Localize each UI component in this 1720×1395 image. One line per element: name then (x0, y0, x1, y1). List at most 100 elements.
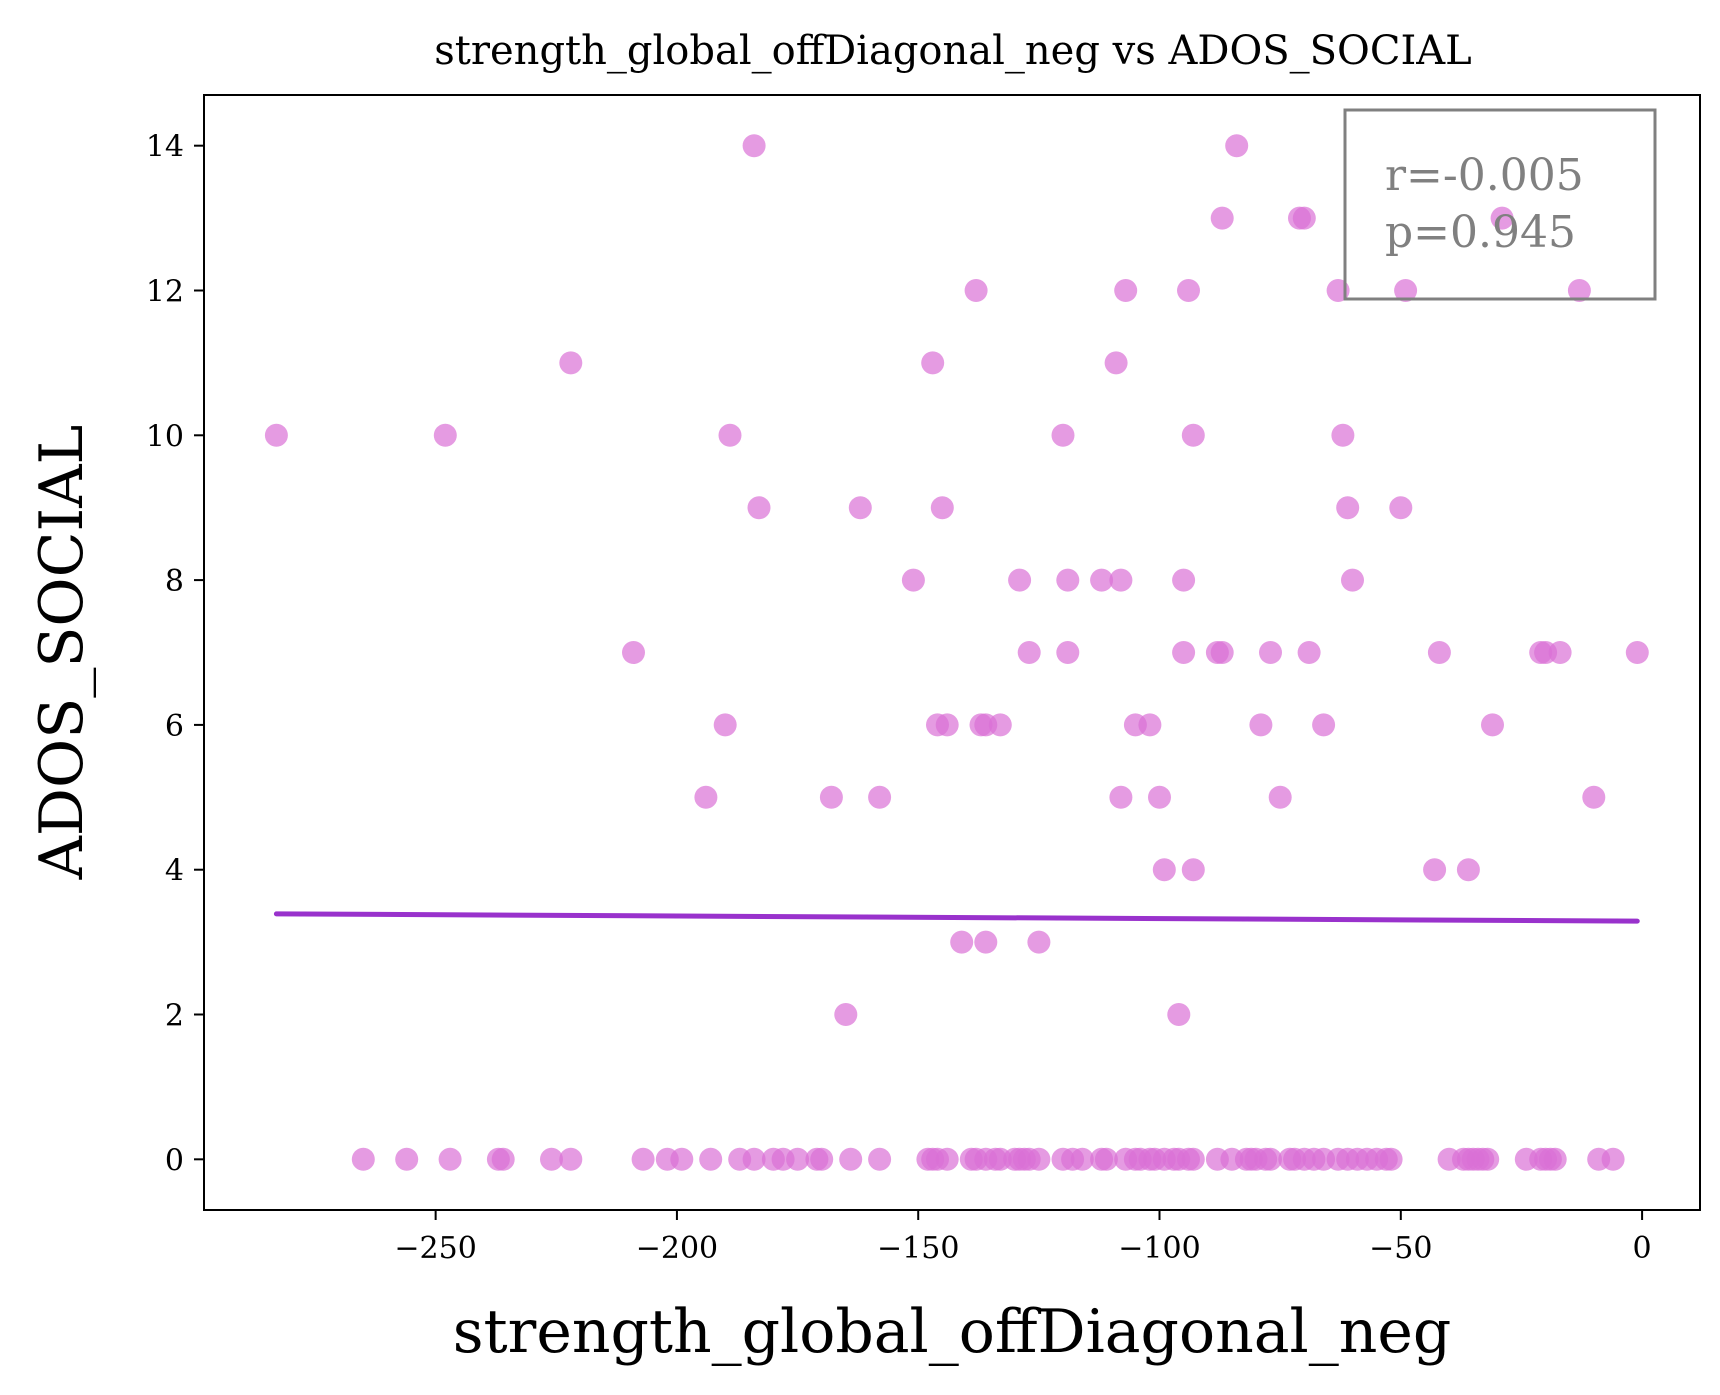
data-point (1210, 641, 1234, 664)
y-tick-label: 2 (165, 999, 184, 1034)
stats-annotation-box (1343, 108, 1657, 301)
x-axis-ticks: −250 −200 −150 −100 −50 0 (394, 1210, 1652, 1266)
data-point (1172, 568, 1196, 592)
data-point (1582, 785, 1606, 809)
data-point (1172, 641, 1196, 664)
data-point (1225, 134, 1249, 158)
y-axis-ticks: 0 2 4 6 8 10 12 14 (146, 130, 204, 1178)
data-point (747, 496, 771, 520)
data-point (540, 1147, 563, 1171)
data-point (1167, 1003, 1191, 1026)
data-point (868, 1147, 892, 1171)
data-point (1070, 1147, 1094, 1171)
y-tick-label: 8 (165, 564, 184, 599)
data-point (670, 1147, 694, 1171)
data-point (1341, 568, 1364, 592)
data-point (1027, 1147, 1051, 1171)
data-point (395, 1147, 419, 1171)
data-point (1423, 858, 1447, 882)
data-point (935, 713, 959, 737)
data-point (1249, 713, 1273, 737)
data-point (491, 1147, 515, 1171)
data-point (1056, 641, 1080, 664)
data-point (438, 1147, 462, 1171)
data-point (1152, 858, 1176, 882)
data-point (1456, 858, 1480, 882)
data-point (921, 351, 945, 375)
data-point (988, 713, 1012, 737)
chart-title: strength_global_offDiagonal_neg vs ADOS_… (434, 28, 1471, 74)
data-point (868, 785, 892, 809)
data-point (713, 713, 737, 737)
data-point (974, 930, 998, 954)
data-point (1056, 568, 1080, 592)
data-point (1476, 1147, 1500, 1171)
data-point (1177, 279, 1200, 302)
data-point (810, 1147, 834, 1171)
x-tick-label: 0 (1633, 1231, 1652, 1266)
data-point (950, 930, 974, 954)
data-point (1138, 713, 1162, 737)
data-point (930, 496, 954, 520)
data-point (839, 1147, 863, 1171)
x-tick-label: −50 (1369, 1231, 1432, 1266)
data-point (1181, 423, 1205, 447)
data-point (1104, 351, 1128, 375)
data-point (1051, 423, 1075, 447)
data-point (964, 279, 988, 302)
y-tick-label: 10 (146, 419, 184, 454)
x-tick-label: −150 (877, 1231, 959, 1266)
data-point (1268, 785, 1292, 809)
data-point (699, 1147, 723, 1171)
y-tick-label: 14 (146, 130, 184, 165)
data-point (1490, 206, 1514, 230)
data-point (718, 423, 742, 447)
data-point (1481, 713, 1504, 737)
data-point (1292, 206, 1316, 230)
data-point (1394, 279, 1418, 302)
data-point (1297, 641, 1321, 664)
correlation-p-text: p=0.945 (1385, 207, 1576, 258)
data-point (1094, 1147, 1118, 1171)
data-point (1181, 858, 1205, 882)
data-point (694, 785, 718, 809)
data-point (1389, 496, 1413, 520)
data-point (631, 1147, 655, 1171)
data-point (901, 568, 925, 592)
data-point (1027, 930, 1051, 954)
data-point (834, 1003, 858, 1026)
data-point (264, 423, 288, 447)
data-point (742, 1147, 766, 1171)
x-tick-label: −100 (1118, 1231, 1200, 1266)
data-point (1008, 568, 1032, 592)
x-tick-label: −250 (394, 1231, 476, 1266)
data-point (1017, 641, 1041, 664)
data-point (1336, 496, 1360, 520)
stats-annotation: r=-0.005 p=0.945 (1343, 108, 1657, 301)
points-layer (264, 134, 1649, 1171)
data-point (1427, 641, 1451, 664)
data-point (351, 1147, 375, 1171)
data-point (848, 496, 872, 520)
data-point (1548, 641, 1572, 664)
data-point (1567, 279, 1591, 302)
data-point (786, 1147, 810, 1171)
data-point (1379, 1147, 1403, 1171)
data-point (1090, 568, 1114, 592)
trendline-layer (273, 911, 1640, 924)
data-point (1259, 641, 1282, 664)
data-point (1601, 1147, 1625, 1171)
data-point (742, 134, 766, 158)
x-axis-label: strength_global_offDiagonal_neg (453, 1297, 1452, 1367)
data-point (1148, 785, 1171, 809)
y-tick-label: 6 (165, 709, 184, 744)
data-point (1109, 785, 1133, 809)
data-point (1114, 279, 1138, 302)
data-point (433, 423, 457, 447)
y-tick-label: 12 (146, 274, 184, 309)
data-point (1259, 1147, 1282, 1171)
data-point (1543, 1147, 1567, 1171)
data-point (1109, 568, 1133, 592)
x-tick-label: −200 (636, 1231, 718, 1266)
